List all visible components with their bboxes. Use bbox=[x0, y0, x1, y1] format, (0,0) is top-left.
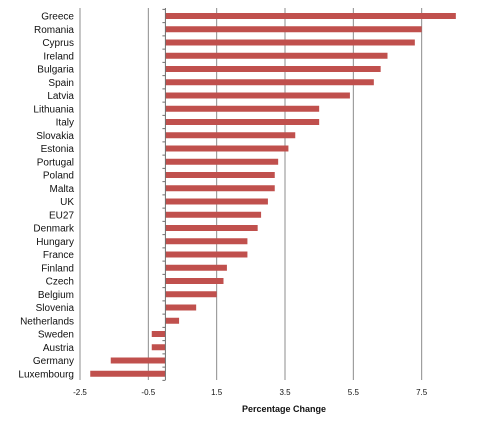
category-label: Portugal bbox=[37, 157, 74, 168]
bar-greece bbox=[165, 13, 456, 19]
bar-finland bbox=[165, 264, 227, 271]
x-tick-label: -2.5 bbox=[73, 388, 87, 397]
x-tick-label: 5.5 bbox=[348, 388, 360, 397]
bar-latvia bbox=[165, 92, 350, 99]
bar-france bbox=[165, 251, 248, 258]
x-tick-labels: -2.5 -0.5 1.5 3.5 5.5 7.5 bbox=[73, 388, 428, 397]
bar-germany bbox=[110, 357, 166, 364]
category-label: Czech bbox=[46, 277, 74, 288]
bar-sweden bbox=[151, 331, 166, 337]
bar-austria bbox=[151, 344, 166, 351]
category-label: Finland bbox=[41, 263, 74, 274]
bar-luxembourg bbox=[90, 370, 166, 377]
category-label: Poland bbox=[43, 171, 74, 182]
category-label: Sweden bbox=[38, 330, 74, 341]
category-label: Netherlands bbox=[20, 316, 74, 327]
category-label: Greece bbox=[41, 12, 74, 23]
category-label: Belgium bbox=[38, 290, 74, 301]
bar-czech bbox=[165, 278, 224, 284]
y-axis bbox=[162, 8, 166, 381]
category-label: Slovakia bbox=[36, 131, 74, 142]
bar-portugal bbox=[165, 158, 279, 165]
category-label: Spain bbox=[48, 78, 74, 89]
bar-bulgaria bbox=[165, 66, 381, 72]
bar-hungary bbox=[165, 238, 248, 245]
bar-belgium bbox=[165, 291, 217, 298]
x-tick-label: 3.5 bbox=[279, 388, 291, 397]
category-label: Lithuania bbox=[33, 104, 74, 115]
category-label: Cyprus bbox=[42, 38, 74, 49]
x-axis-title: Percentage Change bbox=[242, 404, 326, 414]
bar-poland bbox=[165, 172, 275, 178]
bar-denmark bbox=[165, 225, 258, 231]
category-label: Estonia bbox=[41, 144, 75, 155]
bar-estonia bbox=[165, 145, 289, 152]
category-label: Slovenia bbox=[36, 303, 75, 314]
bar-netherlands bbox=[165, 317, 180, 324]
category-labels: Greece Romania Cyprus Ireland Bulgaria Spain L… bbox=[18, 12, 75, 381]
category-label: Germany bbox=[33, 356, 74, 367]
bar-lithuania bbox=[165, 105, 320, 112]
category-label: Austria bbox=[43, 343, 75, 354]
category-label: UK bbox=[60, 197, 74, 208]
category-label: Bulgaria bbox=[37, 65, 74, 76]
x-tick-label: -0.5 bbox=[141, 388, 155, 397]
bars bbox=[90, 13, 456, 377]
bar-slovakia bbox=[165, 132, 296, 139]
bar-uk bbox=[165, 198, 268, 205]
category-label: Denmark bbox=[33, 224, 75, 235]
bar-malta bbox=[165, 185, 275, 192]
category-label: Italy bbox=[56, 118, 74, 129]
bar-cyprus bbox=[165, 39, 415, 46]
category-label: EU27 bbox=[49, 210, 74, 221]
bar-slovenia bbox=[165, 304, 197, 311]
x-tick-label: 1.5 bbox=[211, 388, 223, 397]
category-label: Ireland bbox=[43, 51, 74, 62]
category-label: Latvia bbox=[47, 91, 74, 102]
bar-ireland bbox=[165, 52, 388, 59]
gridlines bbox=[79, 8, 423, 380]
category-label: Luxembourg bbox=[18, 369, 74, 380]
bar-eu27 bbox=[165, 211, 262, 218]
bar-spain bbox=[165, 79, 374, 86]
bar-romania bbox=[165, 26, 422, 33]
x-tick-label: 7.5 bbox=[416, 388, 428, 397]
category-label: France bbox=[43, 250, 75, 261]
bar-italy bbox=[165, 119, 320, 125]
category-label: Romania bbox=[34, 25, 74, 36]
category-label: Malta bbox=[50, 184, 75, 195]
category-label: Hungary bbox=[36, 237, 74, 248]
